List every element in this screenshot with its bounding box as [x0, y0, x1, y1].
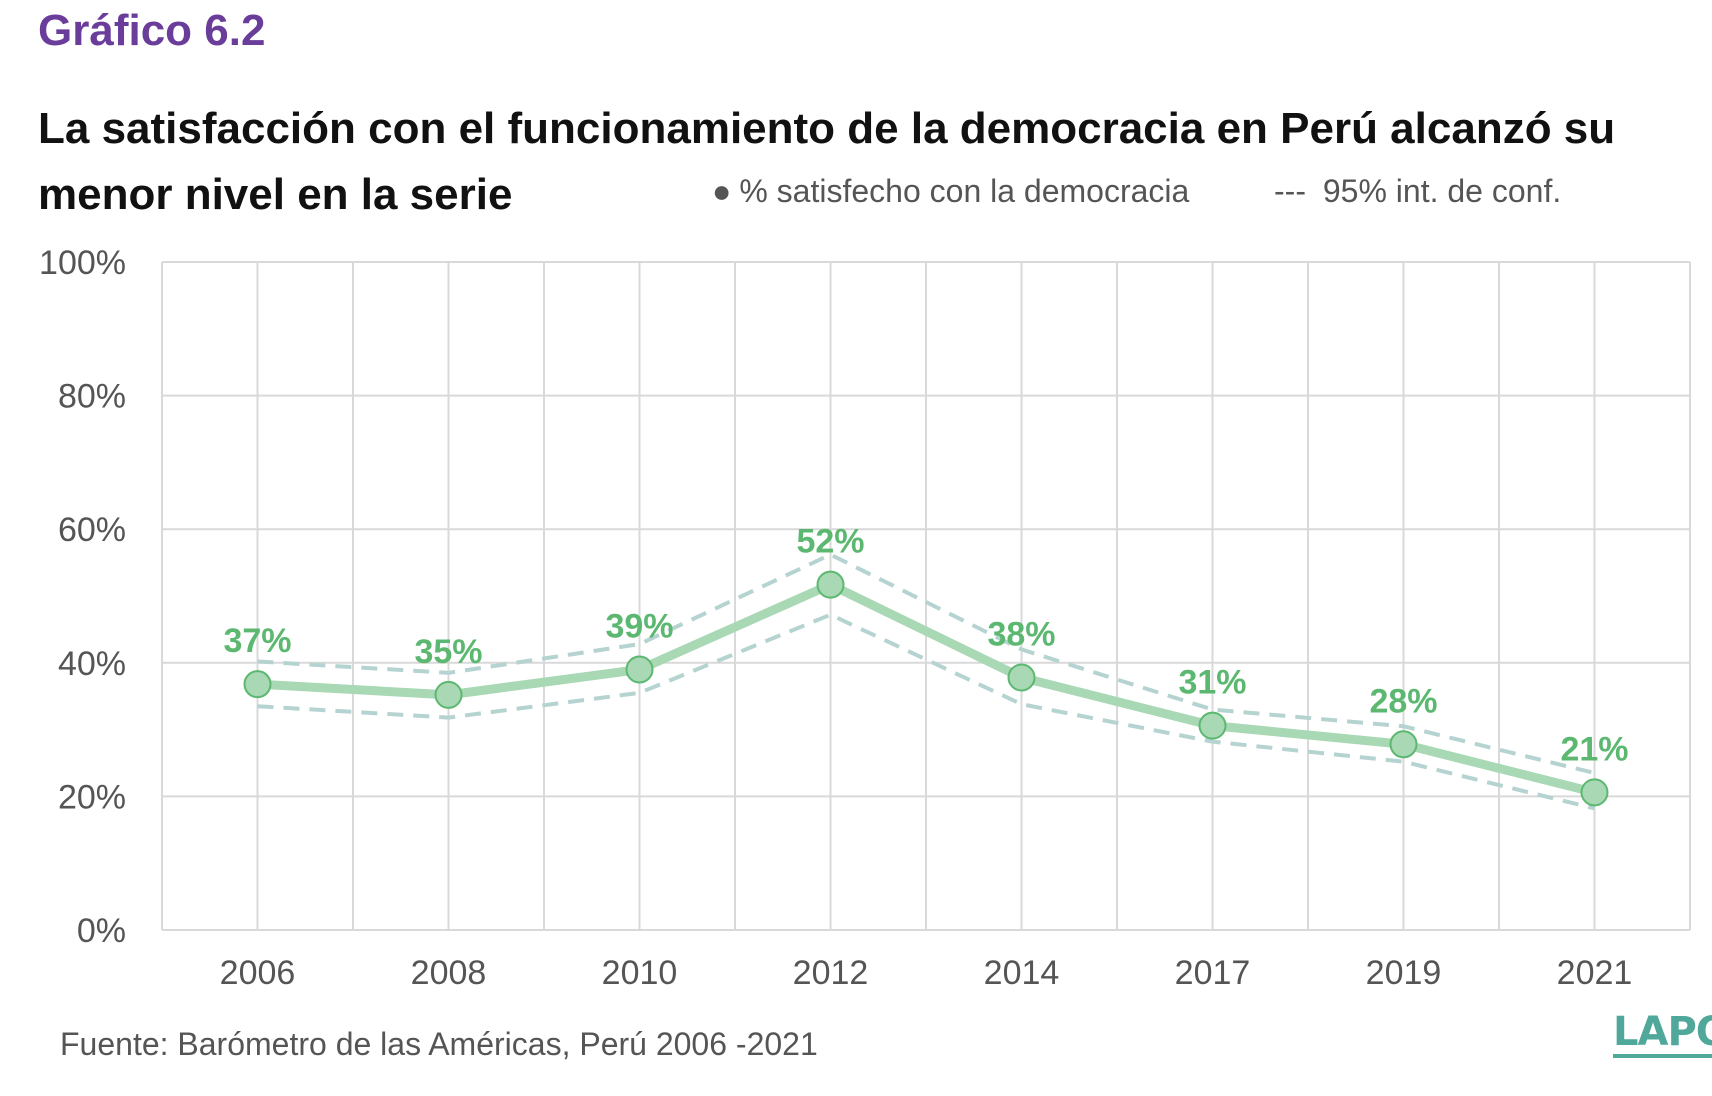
ci-upper-line	[257, 552, 1595, 775]
data-label: 52%	[796, 523, 864, 561]
chart-title: La satisfacción con el funcionamiento de…	[38, 104, 1616, 219]
data-label: 39%	[605, 607, 673, 645]
data-point	[816, 570, 845, 599]
y-tick-label: 20%	[58, 778, 126, 816]
y-tick-label: 100%	[39, 244, 126, 282]
source-note: Fuente: Barómetro de las Américas, Perú …	[60, 1026, 818, 1062]
x-tick-label: 2017	[1175, 954, 1251, 992]
x-tick-label: 2012	[793, 954, 869, 992]
x-tick-label: 2019	[1366, 954, 1442, 992]
data-label: 31%	[1178, 664, 1246, 702]
figure-number: Gráfico 6.2	[38, 6, 266, 55]
data-point	[1007, 663, 1036, 692]
data-point	[434, 680, 463, 709]
y-tick-label: 0%	[77, 912, 126, 950]
data-label: 28%	[1369, 682, 1437, 720]
x-tick-label: 2014	[984, 954, 1060, 992]
x-tick-label: 2010	[602, 954, 678, 992]
series-line	[253, 580, 1599, 797]
x-tick-label: 2008	[411, 954, 487, 992]
y-tick-label: 60%	[58, 511, 126, 549]
data-label: 37%	[223, 622, 291, 660]
y-tick-label: 40%	[58, 645, 126, 683]
legend-item-satisfied: ●% satisfecho con la democracia	[712, 173, 1189, 210]
data-label: 38%	[987, 615, 1055, 653]
ci-lower-line	[257, 612, 1595, 811]
y-tick-label: 80%	[58, 378, 126, 416]
data-label: 21%	[1560, 730, 1628, 768]
legend-item-ci: --- 95% int. de conf.	[1274, 173, 1561, 210]
x-tick-label: 2006	[220, 954, 296, 992]
data-point	[1389, 730, 1418, 759]
data-point	[1580, 778, 1609, 807]
data-point	[243, 670, 272, 699]
lapop-logo: LAPOP	[1613, 1010, 1712, 1058]
legend-dash-icon: ---	[1274, 173, 1306, 209]
legend-dot-icon: ●	[712, 173, 732, 209]
legend-label-ci: 95% int. de conf.	[1322, 173, 1562, 209]
data-label: 35%	[414, 633, 482, 671]
legend-label-satisfied: % satisfecho con la democracia	[739, 173, 1190, 209]
data-point	[1198, 711, 1227, 740]
data-point	[625, 655, 654, 684]
x-tick-label: 2021	[1557, 954, 1633, 992]
